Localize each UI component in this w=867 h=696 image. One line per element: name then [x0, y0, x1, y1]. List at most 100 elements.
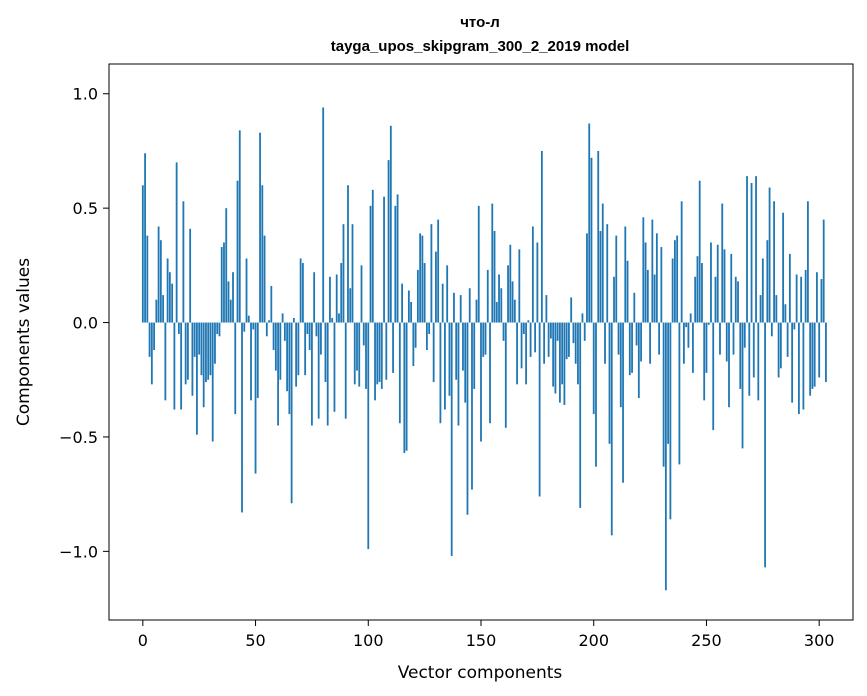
bar-279 [770, 322, 773, 337]
bar-114 [398, 322, 401, 424]
bar-295 [807, 201, 809, 323]
bar-296 [809, 322, 812, 396]
bar-285 [784, 304, 787, 323]
bar-210 [615, 235, 618, 323]
bar-152 [484, 322, 487, 355]
bar-97 [360, 265, 363, 323]
bar-224 [646, 269, 649, 323]
bar-242 [687, 322, 690, 348]
bar-199 [590, 157, 593, 323]
bar-271 [752, 322, 755, 378]
bar-213 [622, 322, 624, 483]
bar-259 [725, 322, 728, 362]
bar-179 [545, 295, 548, 323]
bar-209 [613, 276, 615, 323]
bar-92 [349, 288, 352, 323]
bar-65 [288, 322, 291, 415]
bar-281 [775, 295, 778, 323]
x-tick-label-0: 0 [138, 631, 148, 650]
bar-170 [525, 322, 527, 385]
bar-216 [628, 322, 631, 376]
bar-246 [696, 256, 699, 323]
bar-85 [333, 322, 336, 412]
bar-205 [604, 322, 606, 364]
bar-95 [356, 322, 358, 371]
bar-104 [376, 322, 379, 385]
bar-264 [737, 281, 739, 323]
bar-239 [680, 201, 683, 323]
bar-236 [673, 240, 676, 323]
bar-110 [389, 125, 392, 323]
bar-153 [486, 269, 489, 323]
bar-55 [265, 322, 268, 337]
chart-subtitle: tayga_upos_skipgram_300_2_2019 model [331, 38, 630, 55]
bar-300 [818, 322, 821, 378]
bar-36 [223, 242, 225, 323]
bar-81 [324, 322, 327, 383]
bar-192 [574, 322, 577, 364]
bar-51 [256, 322, 259, 399]
bar-59 [274, 322, 277, 371]
bar-113 [396, 194, 399, 323]
x-tick-label-50: 50 [245, 631, 265, 650]
y-tick-label-4: 1.0 [73, 85, 98, 104]
bar-50 [254, 322, 257, 474]
bar-222 [642, 217, 645, 323]
bar-126 [425, 322, 428, 351]
bar-249 [703, 322, 706, 401]
bar-232 [664, 322, 667, 591]
bar-284 [782, 212, 785, 323]
bar-290 [795, 274, 798, 323]
bar-146 [471, 322, 473, 490]
bar-282 [777, 322, 780, 378]
bar-53 [261, 185, 264, 323]
bar-136 [448, 322, 451, 396]
bar-78 [317, 322, 320, 419]
bar-187 [563, 322, 566, 405]
bar-174 [534, 322, 537, 353]
bar-99 [365, 322, 367, 389]
bar-294 [804, 269, 807, 323]
bar-35 [220, 247, 223, 323]
bar-145 [468, 288, 471, 323]
bar-130 [435, 251, 437, 323]
bar-171 [527, 320, 530, 323]
bar-32 [214, 322, 216, 364]
bar-79 [320, 322, 322, 355]
bar-4 [150, 322, 153, 385]
bar-91 [347, 185, 349, 323]
bar-275 [761, 258, 764, 323]
bar-57 [270, 285, 273, 323]
y-tick-label-1: −0.5 [59, 428, 98, 447]
bar-149 [477, 205, 480, 323]
bar-229 [658, 322, 661, 355]
bar-181 [549, 322, 552, 339]
x-axis-ticks: 0 50 100 150 200 250 300 [138, 620, 835, 650]
bar-38 [227, 281, 230, 323]
y-tick-label-2: 0.0 [73, 314, 98, 333]
bar-185 [559, 322, 561, 403]
bar-76 [313, 272, 316, 323]
bar-235 [671, 258, 674, 323]
bar-177 [540, 150, 543, 323]
bar-43 [238, 130, 241, 323]
bar-272 [755, 176, 757, 323]
bar-243 [689, 313, 692, 323]
bar-1 [144, 153, 146, 323]
bar-144 [466, 322, 469, 515]
bar-231 [662, 322, 665, 467]
bar-64 [286, 322, 289, 392]
x-tick-label-300: 300 [804, 631, 835, 650]
bar-111 [392, 322, 394, 373]
bar-131 [437, 219, 440, 323]
bar-75 [311, 322, 313, 426]
bar-188 [565, 322, 568, 360]
bar-287 [788, 253, 791, 323]
bar-138 [453, 292, 455, 323]
bar-143 [464, 322, 467, 403]
x-tick-label-100: 100 [353, 631, 384, 650]
bar-288 [791, 322, 794, 403]
bar-255 [716, 244, 719, 323]
bar-262 [732, 322, 735, 355]
bar-11 [166, 258, 169, 323]
